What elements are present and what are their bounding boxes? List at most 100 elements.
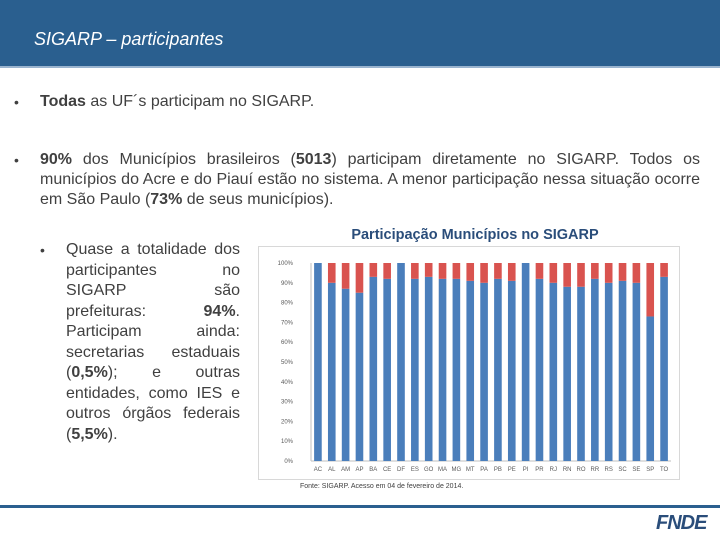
bullet-municipios-text1: dos Municípios brasileiros (	[72, 151, 296, 168]
bar-segment-remaining	[424, 263, 433, 277]
x-tick-label: RS	[605, 467, 613, 473]
y-tick-label: 10%	[281, 439, 294, 445]
x-tick-label: AP	[355, 467, 363, 473]
fnde-logo: FNDE	[656, 512, 707, 534]
bar-segment-participating	[563, 286, 571, 461]
bullet-participantes-bold1: 94%	[203, 302, 236, 320]
x-tick-label: SC	[618, 467, 627, 473]
bar-segment-remaining	[535, 263, 544, 279]
bullet-uf-text: as UF´s participam no SIGARP.	[85, 93, 315, 110]
x-tick-label: PA	[480, 467, 488, 473]
bar-segment-remaining	[577, 263, 585, 287]
bar-segment-remaining	[549, 263, 558, 283]
x-tick-label: AL	[328, 467, 336, 473]
y-tick-label: 90%	[281, 281, 294, 287]
bar-segment-participating	[632, 282, 641, 461]
bar-segment-participating	[507, 280, 516, 461]
bullet-marker: •	[40, 242, 45, 258]
bar-segment-participating	[660, 276, 668, 461]
bar-segment-participating	[369, 276, 378, 461]
y-tick-label: 70%	[281, 320, 294, 326]
bar-segment-participating	[480, 282, 488, 461]
bar-segment-participating	[327, 282, 336, 461]
y-tick-label: 30%	[281, 400, 294, 406]
page-title: SIGARP – participantes	[34, 29, 224, 49]
bar-segment-participating	[383, 278, 391, 461]
bar-segment-remaining	[341, 263, 350, 289]
bar-segment-remaining	[480, 263, 488, 283]
bar-segment-remaining	[369, 263, 378, 277]
bar-chart: 0% 10% 20% 30% 40% 50% 60% 70% 80% 90% 100% AC AL AM A…	[278, 261, 671, 473]
bar-segment-remaining	[632, 263, 641, 283]
y-tick-label: 0%	[284, 459, 293, 465]
bullet-municipios: 90% dos Municípios brasileiros (5013) pa…	[40, 150, 700, 210]
bar-segment-participating	[424, 276, 433, 461]
x-tick-label: MT	[466, 467, 475, 473]
bar-segment-participating	[314, 263, 322, 461]
bar-segment-remaining	[327, 263, 336, 283]
x-tick-label: RR	[591, 467, 600, 473]
x-tick-label: PR	[535, 467, 544, 473]
bullet-municipios-text3: de seus municípios).	[182, 191, 334, 208]
x-tick-label: RO	[577, 467, 586, 473]
x-tick-label: SP	[646, 467, 654, 473]
bullet-participantes-text2: . Participam ainda: secretarias estaduai…	[66, 302, 240, 382]
bar-segment-participating	[549, 282, 558, 461]
x-tick-label: GO	[424, 467, 434, 473]
chart-container: 0% 10% 20% 30% 40% 50% 60% 70% 80% 90% 100% AC AL AM A…	[258, 246, 680, 480]
bullet-participantes-text1: Quase a totalidade dos participantes no …	[66, 241, 240, 320]
bullet-participantes-bold2: 0,5%	[71, 364, 108, 381]
bullet-municipios-bold1: 90%	[40, 151, 73, 168]
x-tick-label: PB	[494, 467, 502, 473]
bar-segment-remaining	[466, 263, 475, 281]
bar-segment-participating	[591, 278, 599, 461]
bar-segment-participating	[438, 278, 447, 461]
bullet-participantes-bold3: 5,5%	[71, 425, 108, 443]
bar-segment-participating	[604, 282, 613, 461]
bar-segment-remaining	[507, 263, 516, 281]
bullet-uf-bold: Todas	[40, 93, 86, 110]
x-tick-label: RJ	[550, 467, 557, 473]
x-tick-label: ES	[411, 467, 419, 473]
bar-segment-remaining	[411, 263, 419, 279]
bar-segment-participating	[452, 278, 461, 461]
x-tick-label: TO	[660, 467, 669, 473]
x-tick-label: BA	[369, 467, 377, 473]
bullet-marker: •	[14, 94, 19, 110]
header-bar: SIGARP – participantes	[0, 0, 720, 66]
bar-segment-participating	[494, 278, 502, 461]
bar-segment-remaining	[494, 263, 502, 279]
y-tick-label: 100%	[278, 261, 294, 267]
y-tick-label: 50%	[281, 360, 294, 366]
bar-segment-remaining	[660, 263, 668, 277]
y-tick-label: 40%	[281, 380, 294, 386]
bar-segment-remaining	[646, 263, 655, 317]
bar-segment-participating	[521, 263, 530, 461]
bar-segment-remaining	[355, 263, 364, 293]
bullet-participantes-text3: ); e outras entidades, como IES e outros…	[66, 364, 240, 443]
bar-segment-remaining	[438, 263, 447, 279]
y-tick-label: 60%	[281, 340, 294, 346]
bar-segment-remaining	[383, 263, 391, 279]
bar-segment-participating	[535, 278, 544, 461]
bullet-municipios-bold2: 5013	[295, 151, 332, 168]
bar-segment-participating	[411, 278, 419, 461]
bar-segment-remaining	[591, 263, 599, 279]
bar-segment-participating	[577, 286, 585, 461]
bullet-uf: Todas as UF´s participam no SIGARP.	[40, 92, 700, 112]
bar-segment-participating	[618, 280, 627, 461]
x-tick-label: DF	[397, 467, 405, 473]
bar-segment-participating	[646, 316, 655, 461]
chart-source: Fonte: SIGARP. Acesso em 04 de fevereiro…	[300, 483, 464, 490]
footer-divider	[0, 505, 720, 508]
x-tick-label: MA	[438, 467, 447, 473]
bullet-participantes-text4: ).	[107, 425, 118, 443]
chart-title: Participação Municípios no SIGARP	[351, 227, 599, 243]
bar-segment-remaining	[563, 263, 571, 287]
x-tick-label: PI	[523, 467, 529, 473]
bar-segment-participating	[341, 288, 350, 461]
bar-segment-participating	[397, 263, 405, 461]
bar-segment-remaining	[618, 263, 627, 281]
bar-segment-participating	[355, 292, 364, 461]
y-tick-label: 80%	[281, 301, 294, 307]
